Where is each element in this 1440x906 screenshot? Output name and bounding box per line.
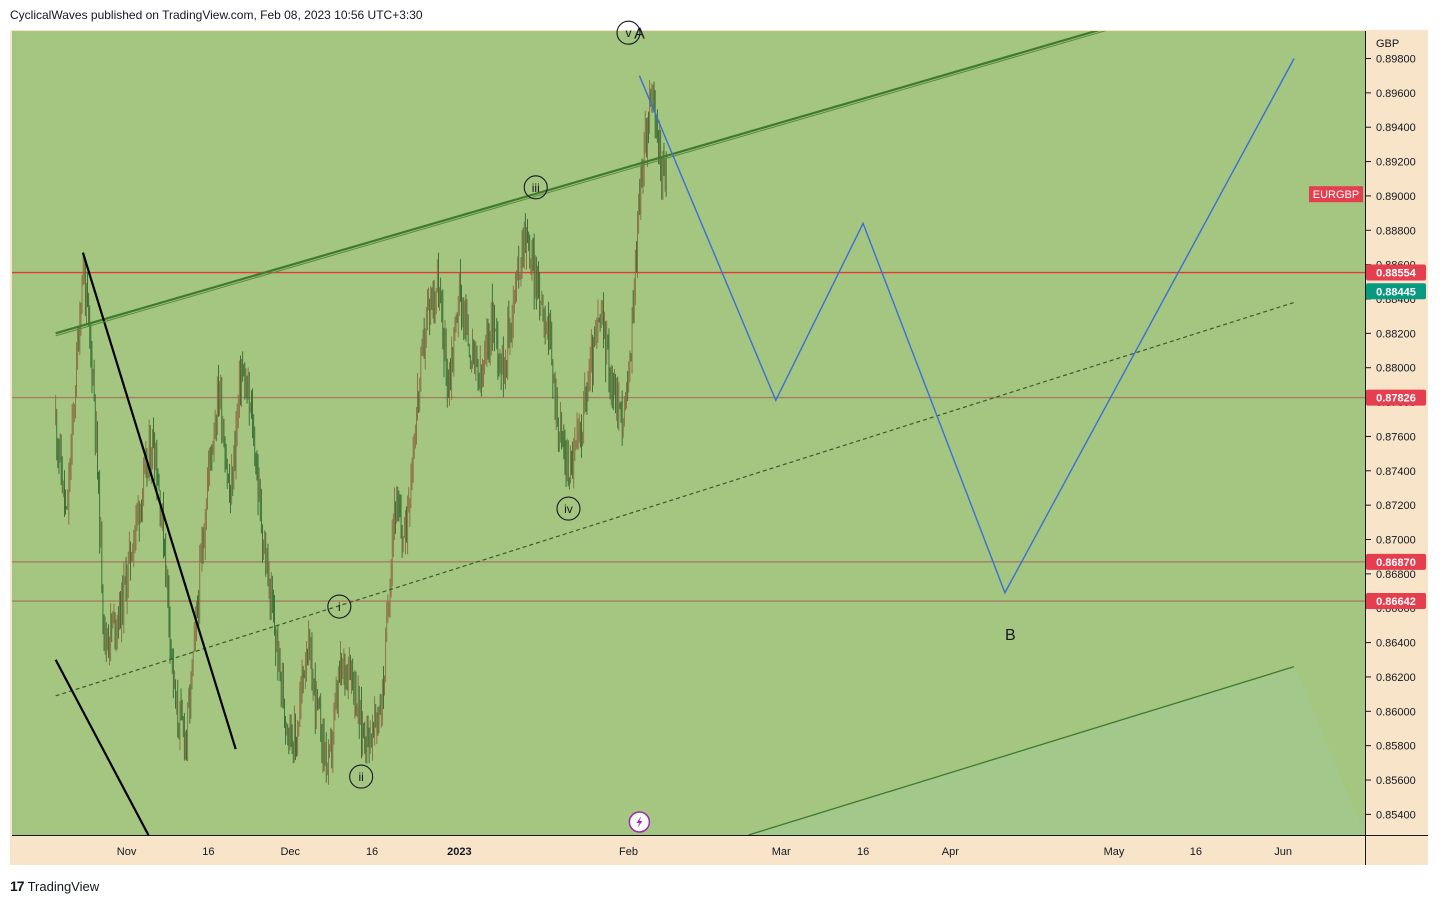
wave-label[interactable]: iii [523,175,548,200]
price-tick-label: 0.89200 [1376,157,1416,169]
wave-label[interactable]: B [1005,627,1016,644]
price-tick-label: 0.89600 [1376,88,1416,100]
footer: 17 TradingView [10,878,99,894]
wave-label-circle [616,20,641,45]
symbol-tag-bg [1309,186,1363,203]
trend-line[interactable] [748,666,1295,835]
lightning-icon-bolt [636,816,643,828]
time-tick-label: 16 [1190,846,1202,858]
price-level-badge-text: 0.86870 [1376,557,1416,569]
wave-label[interactable]: i [327,594,352,619]
price-level-badge-bg [1366,264,1426,281]
footer-brand: TradingView [27,878,100,894]
wave-label-text: iii [532,181,540,195]
wave-label-text: iv [564,502,573,516]
price-tick-label: 0.87400 [1376,466,1416,478]
lower-channel-fill [748,666,1365,835]
wave-label[interactable]: v [616,20,641,45]
price-level-badge-text: 0.87826 [1376,393,1416,405]
time-tick-label: Feb [619,846,638,858]
time-tick-label: 16 [202,846,214,858]
wave-label-text: ii [358,770,363,784]
time-tick-label: Jun [1274,846,1292,858]
publish-info: CyclicalWaves published on TradingView.c… [10,8,423,22]
wave-label-text: A [634,26,645,43]
currency-label: GBP [1376,38,1399,50]
price-level-badge-text: 0.86642 [1376,596,1416,608]
price-tick-label: 0.87600 [1376,431,1416,443]
last-price-badge[interactable]: 0.88445 [1366,283,1426,300]
price-level-badge[interactable]: 0.87826 [1366,389,1426,406]
price-level-badge-bg [1366,553,1426,570]
price-level-badge-bg [1366,593,1426,610]
price-tick-label: 0.87000 [1376,535,1416,547]
price-tick-label: 0.86800 [1376,569,1416,581]
price-level-badge-bg [1366,389,1426,406]
price-tick-label: 0.86200 [1376,672,1416,684]
wave-label-circle [523,175,548,200]
trend-line[interactable] [55,27,1120,337]
price-tick-label: 0.88200 [1376,328,1416,340]
wave-label-text: v [625,26,631,40]
time-axis[interactable]: Nov 16 Dec 16 2023 Feb Mar 16 Apr May 16 Jun [117,846,1292,858]
wave-label-circle [349,764,374,789]
wave-label[interactable]: A [634,26,645,43]
time-tick-label: Dec [280,846,300,858]
price-tick-label: 0.85600 [1376,775,1416,787]
symbol-tag-text: EURGBP [1313,189,1359,201]
price-level-badge-text: 0.88554 [1376,268,1417,280]
time-tick-label: May [1104,846,1125,858]
time-tick-label: 16 [857,846,869,858]
price-level-badge[interactable]: 0.88554 [1366,264,1426,281]
tradingview-logo-icon: 17 [10,878,25,894]
wave-label-text: i [338,600,341,614]
price-tick-label: 0.85800 [1376,741,1416,753]
candles [55,79,667,785]
time-tick-label: 16 [366,846,378,858]
wave-label[interactable]: ii [349,764,374,789]
price-tick-label: 0.89800 [1376,53,1416,65]
price-tick-label: 0.89000 [1376,191,1416,203]
wave-label-circle [556,496,581,521]
price-tick-label: 0.86000 [1376,706,1416,718]
trend-line[interactable] [54,659,150,835]
last-price-badge-text: 0.88445 [1376,286,1416,298]
time-tick-label: 2023 [447,846,471,858]
time-tick-label: Nov [117,846,137,858]
wave-label-circle [327,594,352,619]
price-tick-label: 0.86400 [1376,638,1416,650]
projection-path[interactable] [638,58,1295,595]
lightning-icon[interactable] [628,811,651,833]
price-tick-label: 0.87200 [1376,500,1416,512]
symbol-tag[interactable]: EURGBP [1309,186,1363,203]
price-tick-label: 0.88000 [1376,363,1416,375]
time-tick-label: Mar [772,846,791,858]
wave-label[interactable]: iv [556,496,581,521]
trend-line[interactable] [81,252,237,750]
price-axis[interactable]: 0.89800 0.89600 0.89400 0.89200 0.89000 0.888… [1366,53,1416,821]
wave-label-text: B [1005,627,1016,644]
price-tick-label: 0.85400 [1376,809,1416,821]
price-level-badge[interactable]: 0.86870 [1366,553,1426,570]
trend-line[interactable] [55,24,1120,335]
price-tick-label: 0.88800 [1376,225,1416,237]
price-tick-label: 0.89400 [1376,122,1416,134]
price-level-badge[interactable]: 0.86642 [1366,593,1426,610]
time-tick-label: Apr [942,846,959,858]
last-price-badge-bg [1366,283,1426,300]
